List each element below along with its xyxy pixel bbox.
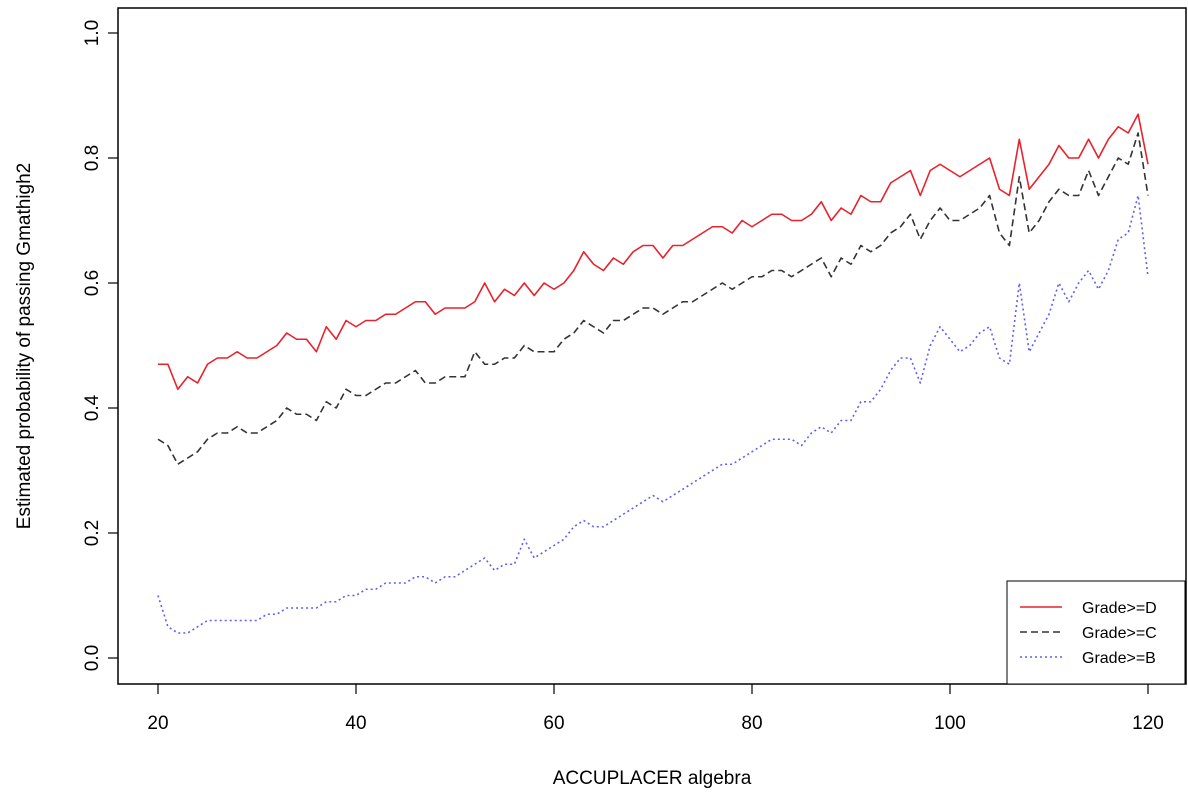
legend-label-3: Grade>=B: [1082, 650, 1156, 667]
x-tick-label: 20: [147, 713, 168, 734]
legend-label-2: Grade>=C: [1082, 625, 1157, 642]
series-line-3: [157, 194, 1149, 634]
x-tick-label: 40: [345, 713, 366, 734]
plot-frame: [117, 7, 1187, 685]
series-layer: [157, 113, 1149, 634]
x-axis-title: ACCUPLACER algebra: [553, 768, 752, 789]
y-tick-label: 0.6: [82, 270, 103, 296]
x-tick-label: 120: [1132, 713, 1164, 734]
series-line-1: [158, 113, 1149, 391]
y-axis-title: Estimated probability of passing Gmathig…: [14, 163, 35, 529]
y-tick-label: 0.4: [82, 394, 103, 421]
legend-label-1: Grade>=D: [1082, 600, 1157, 617]
x-axis: 20 40 60 80 100 120: [147, 684, 1164, 734]
x-tick-label: 80: [741, 713, 762, 734]
x-tick-label: 100: [934, 713, 966, 734]
y-tick-label: 0.8: [82, 145, 103, 171]
x-tick-label: 60: [543, 713, 564, 734]
series-line-2: [157, 132, 1149, 466]
y-tick-label: 0.0: [82, 645, 103, 671]
legend: Grade>=D Grade>=C Grade>=B: [1006, 580, 1186, 685]
y-axis: 0.0 0.2 0.4 0.6 0.8 1.0: [82, 20, 118, 671]
y-tick-label: 1.0: [82, 20, 103, 46]
y-tick-label: 0.2: [82, 520, 103, 546]
